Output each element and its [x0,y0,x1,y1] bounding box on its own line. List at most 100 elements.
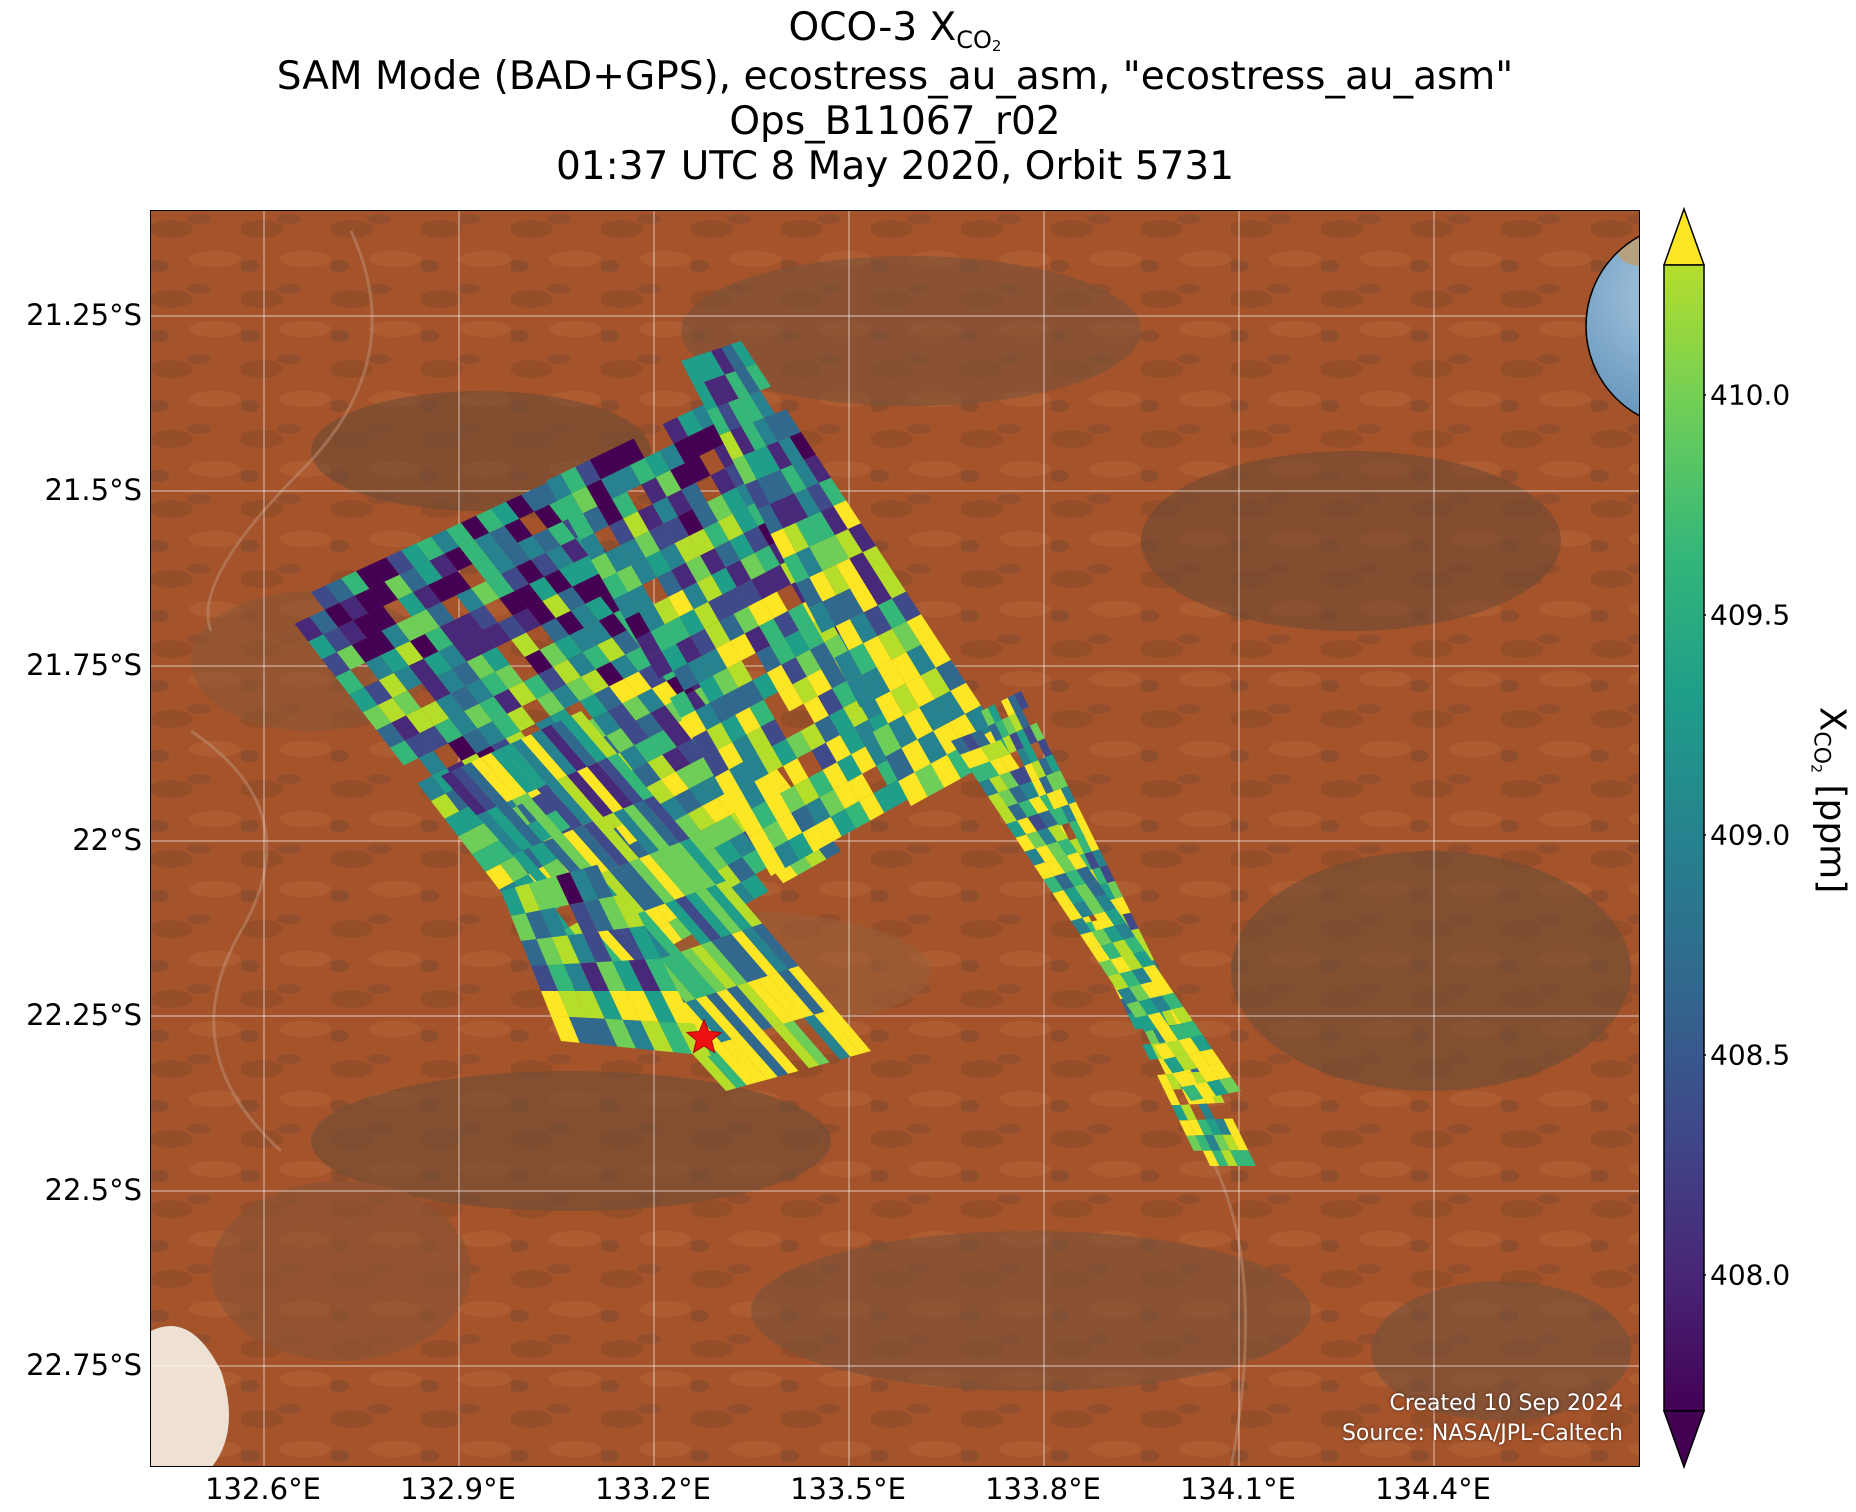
sounding-cell [527,601,556,626]
sounding-cell [1190,1034,1213,1052]
sounding-cell [849,581,878,613]
sounding-cell [493,689,522,714]
sounding-cell [783,758,809,786]
sounding-cell [502,542,531,567]
sounding-cell [677,410,703,437]
sounding-cell [794,777,820,806]
sounding-cell [628,858,676,904]
sounding-cell [788,966,835,1012]
sounding-cell [743,450,769,480]
sounding-cell [749,390,775,418]
sounding-cell [557,586,586,611]
sounding-cell [698,675,724,703]
sounding-cell [1172,1070,1195,1088]
inset-globe [1585,224,1639,417]
sounding-cell [715,815,744,841]
sounding-cell [1069,838,1085,856]
sounding-cell [1199,1048,1222,1066]
sounding-cell [730,633,756,661]
sounding-cell [670,463,696,490]
sounding-cell [863,605,893,636]
sounding-cell [674,536,701,563]
sounding-cell [999,771,1020,790]
sounding-cell [640,1020,674,1053]
sounding-cell [740,552,766,580]
sounding-cell [706,406,731,436]
sounding-cell [572,579,601,604]
sounding-cell [693,601,720,629]
sounding-cell [691,354,715,383]
sounding-cell [1057,838,1078,856]
sounding-cell [551,720,598,767]
sounding-cell [308,634,337,660]
sounding-cell [678,509,704,536]
sounding-cell [427,578,457,603]
sounding-cell [1163,1056,1185,1074]
sounding-cell [568,513,595,541]
sounding-cell [619,745,648,770]
sounding-cell [704,621,731,649]
sounding-cell [1186,1135,1203,1151]
sounding-cell [669,842,716,889]
sounding-cell [1008,785,1029,804]
sounding-cell [876,758,902,786]
terrain-patches [191,256,1631,1421]
sounding-cell [378,673,408,698]
sounding-cell [685,999,732,1043]
sounding-cell [701,351,725,379]
sounding-cell [716,641,742,669]
sounding-cell [810,642,836,670]
sounding-cell [517,535,546,560]
sounding-cell [721,934,768,980]
sounding-cell [891,591,921,622]
sounding-cell [335,669,365,695]
sounding-cell [741,874,769,900]
sounding-cell [1076,866,1097,884]
sounding-cell [613,592,640,620]
sounding-cell [634,531,661,558]
sounding-cell [459,803,488,829]
sounding-cell [1171,1006,1193,1024]
sounding-cell [507,706,536,732]
sounding-cell [914,763,945,797]
sounding-cell [863,575,892,606]
sounding-cell [544,569,573,594]
sounding-cell [585,596,614,621]
sounding-cell [628,926,661,960]
sounding-cell [717,402,742,431]
sounding-cell [558,991,587,1018]
sounding-cell [366,630,396,656]
sounding-cell [486,806,533,851]
title-line-2: SAM Mode (BAD+GPS), ecostress_au_asm, "e… [276,54,1514,99]
sounding-cell [835,529,863,559]
sounding-cell [1178,1037,1200,1055]
sounding-cell [364,680,393,706]
sounding-cell [906,614,936,645]
sounding-cell [393,665,423,691]
sounding-cell [556,872,584,905]
sounding-cell [700,548,726,575]
sounding-cell [541,991,569,1017]
sounding-cell [1143,1027,1160,1044]
lon-tick-label: 134.4°E [1375,1472,1491,1506]
sounding-cell [1206,1079,1229,1096]
sounding-cell [483,622,512,648]
sounding-cell [661,771,689,797]
sounding-cell [365,655,394,681]
sounding-cell [569,627,598,653]
sounding-cell [529,576,558,602]
sounding-cell [623,511,649,539]
sounding-cell [805,797,831,825]
sounding-cell [836,558,864,589]
sounding-cell [757,504,783,535]
sounding-cell [808,770,834,798]
sounding-cell [690,1048,737,1091]
sounding-cell [1223,1118,1241,1135]
sounding-cell [754,545,781,573]
sounding-cell [681,482,707,510]
sounding-cell [1054,806,1069,825]
sounding-cell [461,762,507,807]
sounding-cell [451,766,497,811]
sounding-cell [644,450,671,478]
sounding-cell [1171,1104,1188,1121]
